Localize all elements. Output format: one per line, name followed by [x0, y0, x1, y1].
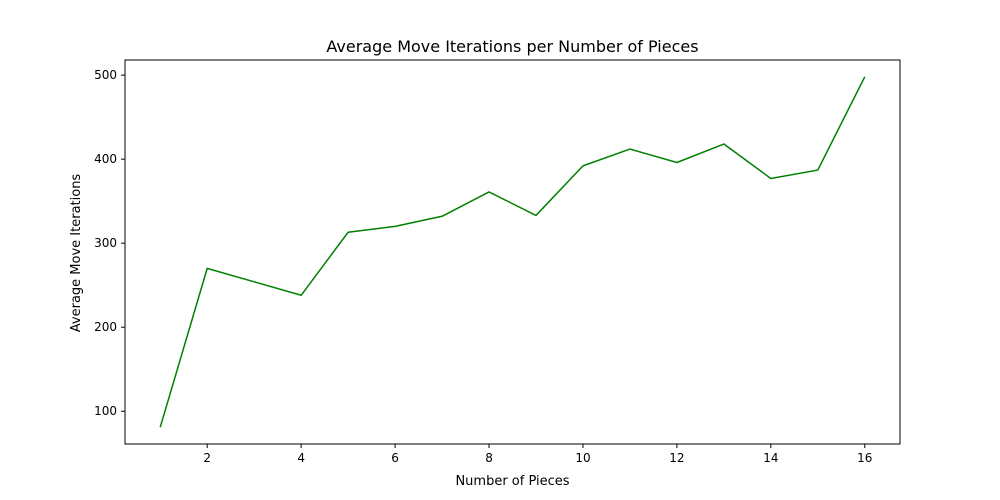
x-tick-label: 6 [391, 451, 399, 465]
series-line-0 [159, 76, 866, 428]
y-tick-label: 100 [94, 404, 117, 418]
y-axis-label: Average Move Iterations [69, 174, 84, 333]
x-tick-label: 4 [297, 451, 305, 465]
x-tick-label: 14 [763, 451, 778, 465]
y-tick-label: 500 [94, 68, 117, 82]
x-tick-label: 12 [669, 451, 684, 465]
x-tick-label: 2 [203, 451, 211, 465]
y-tick-label: 200 [94, 320, 117, 334]
x-axis-label: Number of Pieces [455, 474, 569, 489]
x-tick-label: 16 [857, 451, 872, 465]
x-tick-label: 8 [485, 451, 493, 465]
plot-area: 2 4 6 8 10 12 14 16 100 200 300 400 500 [94, 59, 901, 465]
y-tick-label: 400 [94, 152, 117, 166]
y-tick-label: 300 [94, 236, 117, 250]
x-tick-label: 10 [575, 451, 590, 465]
axes-frame [124, 59, 901, 445]
chart-title: Average Move Iterations per Number of Pi… [326, 37, 698, 56]
